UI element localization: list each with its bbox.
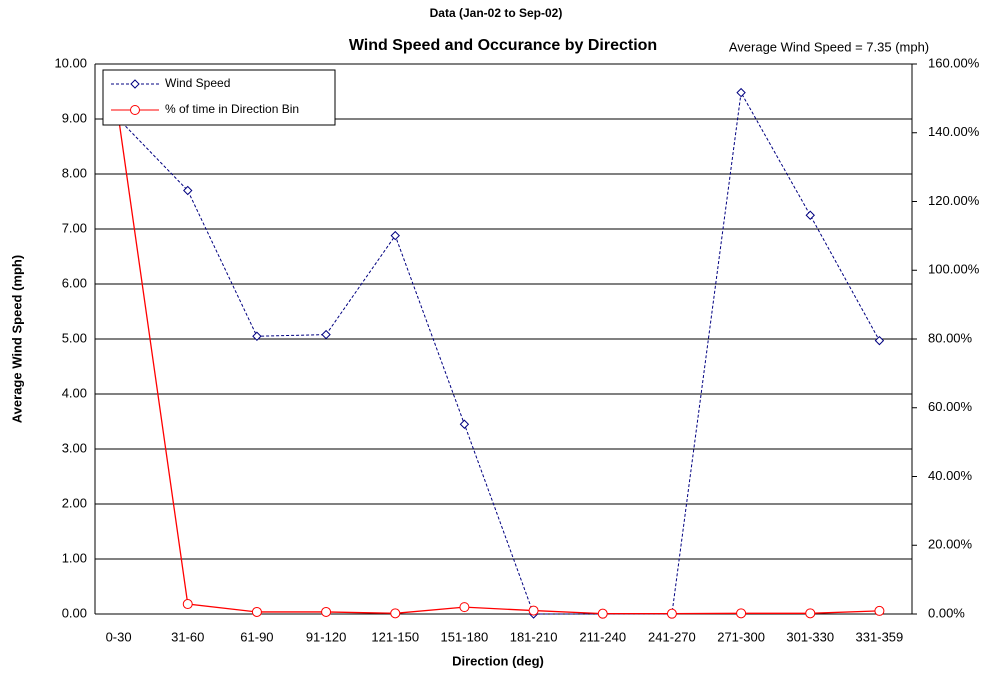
- marker: [321, 329, 331, 340]
- annotation: Average Wind Speed = 7.35 (mph): [729, 39, 929, 54]
- marker: [597, 608, 608, 619]
- marker: [130, 105, 140, 115]
- marker: [251, 606, 262, 617]
- x-tick-label: 331-359: [856, 629, 904, 644]
- y-axis-label: Average Wind Speed (mph): [9, 255, 24, 423]
- marker: [805, 608, 816, 619]
- y2-tick-label: 60.00%: [928, 399, 973, 414]
- marker: [321, 606, 332, 617]
- x-tick-label: 0-30: [106, 629, 132, 644]
- marker: [130, 79, 140, 89]
- y-tick-label: 2.00: [62, 495, 87, 510]
- marker: [390, 608, 401, 619]
- chart-title: Wind Speed and Occurance by Direction: [349, 37, 657, 54]
- x-tick-label: 91-120: [306, 629, 346, 644]
- legend-label: % of time in Direction Bin: [165, 102, 299, 116]
- x-tick-label: 181-210: [510, 629, 558, 644]
- legend-box: [102, 69, 336, 126]
- y-tick-label: 7.00: [62, 220, 87, 235]
- chart-subtitle: Data (Jan-02 to Sep-02): [430, 6, 563, 20]
- x-tick-label: 31-60: [171, 629, 204, 644]
- y2-tick-label: 140.00%: [928, 124, 980, 139]
- marker: [390, 230, 400, 241]
- y-tick-label: 0.00: [62, 605, 87, 620]
- x-tick-label: 121-150: [371, 629, 419, 644]
- y-tick-label: 1.00: [62, 550, 87, 565]
- y-tick-label: 4.00: [62, 385, 87, 400]
- marker: [874, 335, 885, 346]
- x-tick-label: 301-330: [786, 629, 834, 644]
- x-tick-label: 271-300: [717, 629, 765, 644]
- marker: [736, 87, 746, 98]
- x-tick-label: 61-90: [240, 629, 273, 644]
- marker: [805, 210, 815, 220]
- marker: [736, 608, 747, 619]
- y-tick-label: 9.00: [62, 110, 87, 125]
- y-tick-label: 10.00: [54, 55, 87, 70]
- marker: [528, 605, 539, 616]
- y-tick-label: 3.00: [62, 440, 87, 455]
- series-line: [117, 117, 880, 615]
- marker: [459, 602, 470, 613]
- y2-tick-label: 100.00%: [928, 262, 980, 277]
- marker: [252, 331, 262, 341]
- y2-tick-label: 120.00%: [928, 193, 980, 208]
- y2-tick-label: 40.00%: [928, 468, 973, 483]
- y-tick-label: 8.00: [62, 165, 87, 180]
- x-tick-label: 151-180: [441, 629, 489, 644]
- marker: [874, 605, 885, 616]
- x-axis-label: Direction (deg): [452, 653, 544, 668]
- marker: [459, 419, 470, 429]
- y-tick-label: 6.00: [62, 275, 87, 290]
- series-line: [118, 91, 880, 615]
- marker: [666, 608, 677, 619]
- y-tick-label: 5.00: [62, 330, 87, 345]
- y2-tick-label: 20.00%: [928, 537, 973, 552]
- y2-tick-label: 160.00%: [928, 55, 980, 70]
- y2-tick-label: 80.00%: [928, 330, 973, 345]
- x-tick-label: 241-270: [648, 629, 696, 644]
- legend-label: Wind Speed: [165, 76, 230, 90]
- y2-tick-label: 0.00%: [928, 605, 965, 620]
- marker: [182, 599, 193, 610]
- x-tick-label: 211-240: [579, 629, 626, 644]
- marker: [183, 185, 193, 196]
